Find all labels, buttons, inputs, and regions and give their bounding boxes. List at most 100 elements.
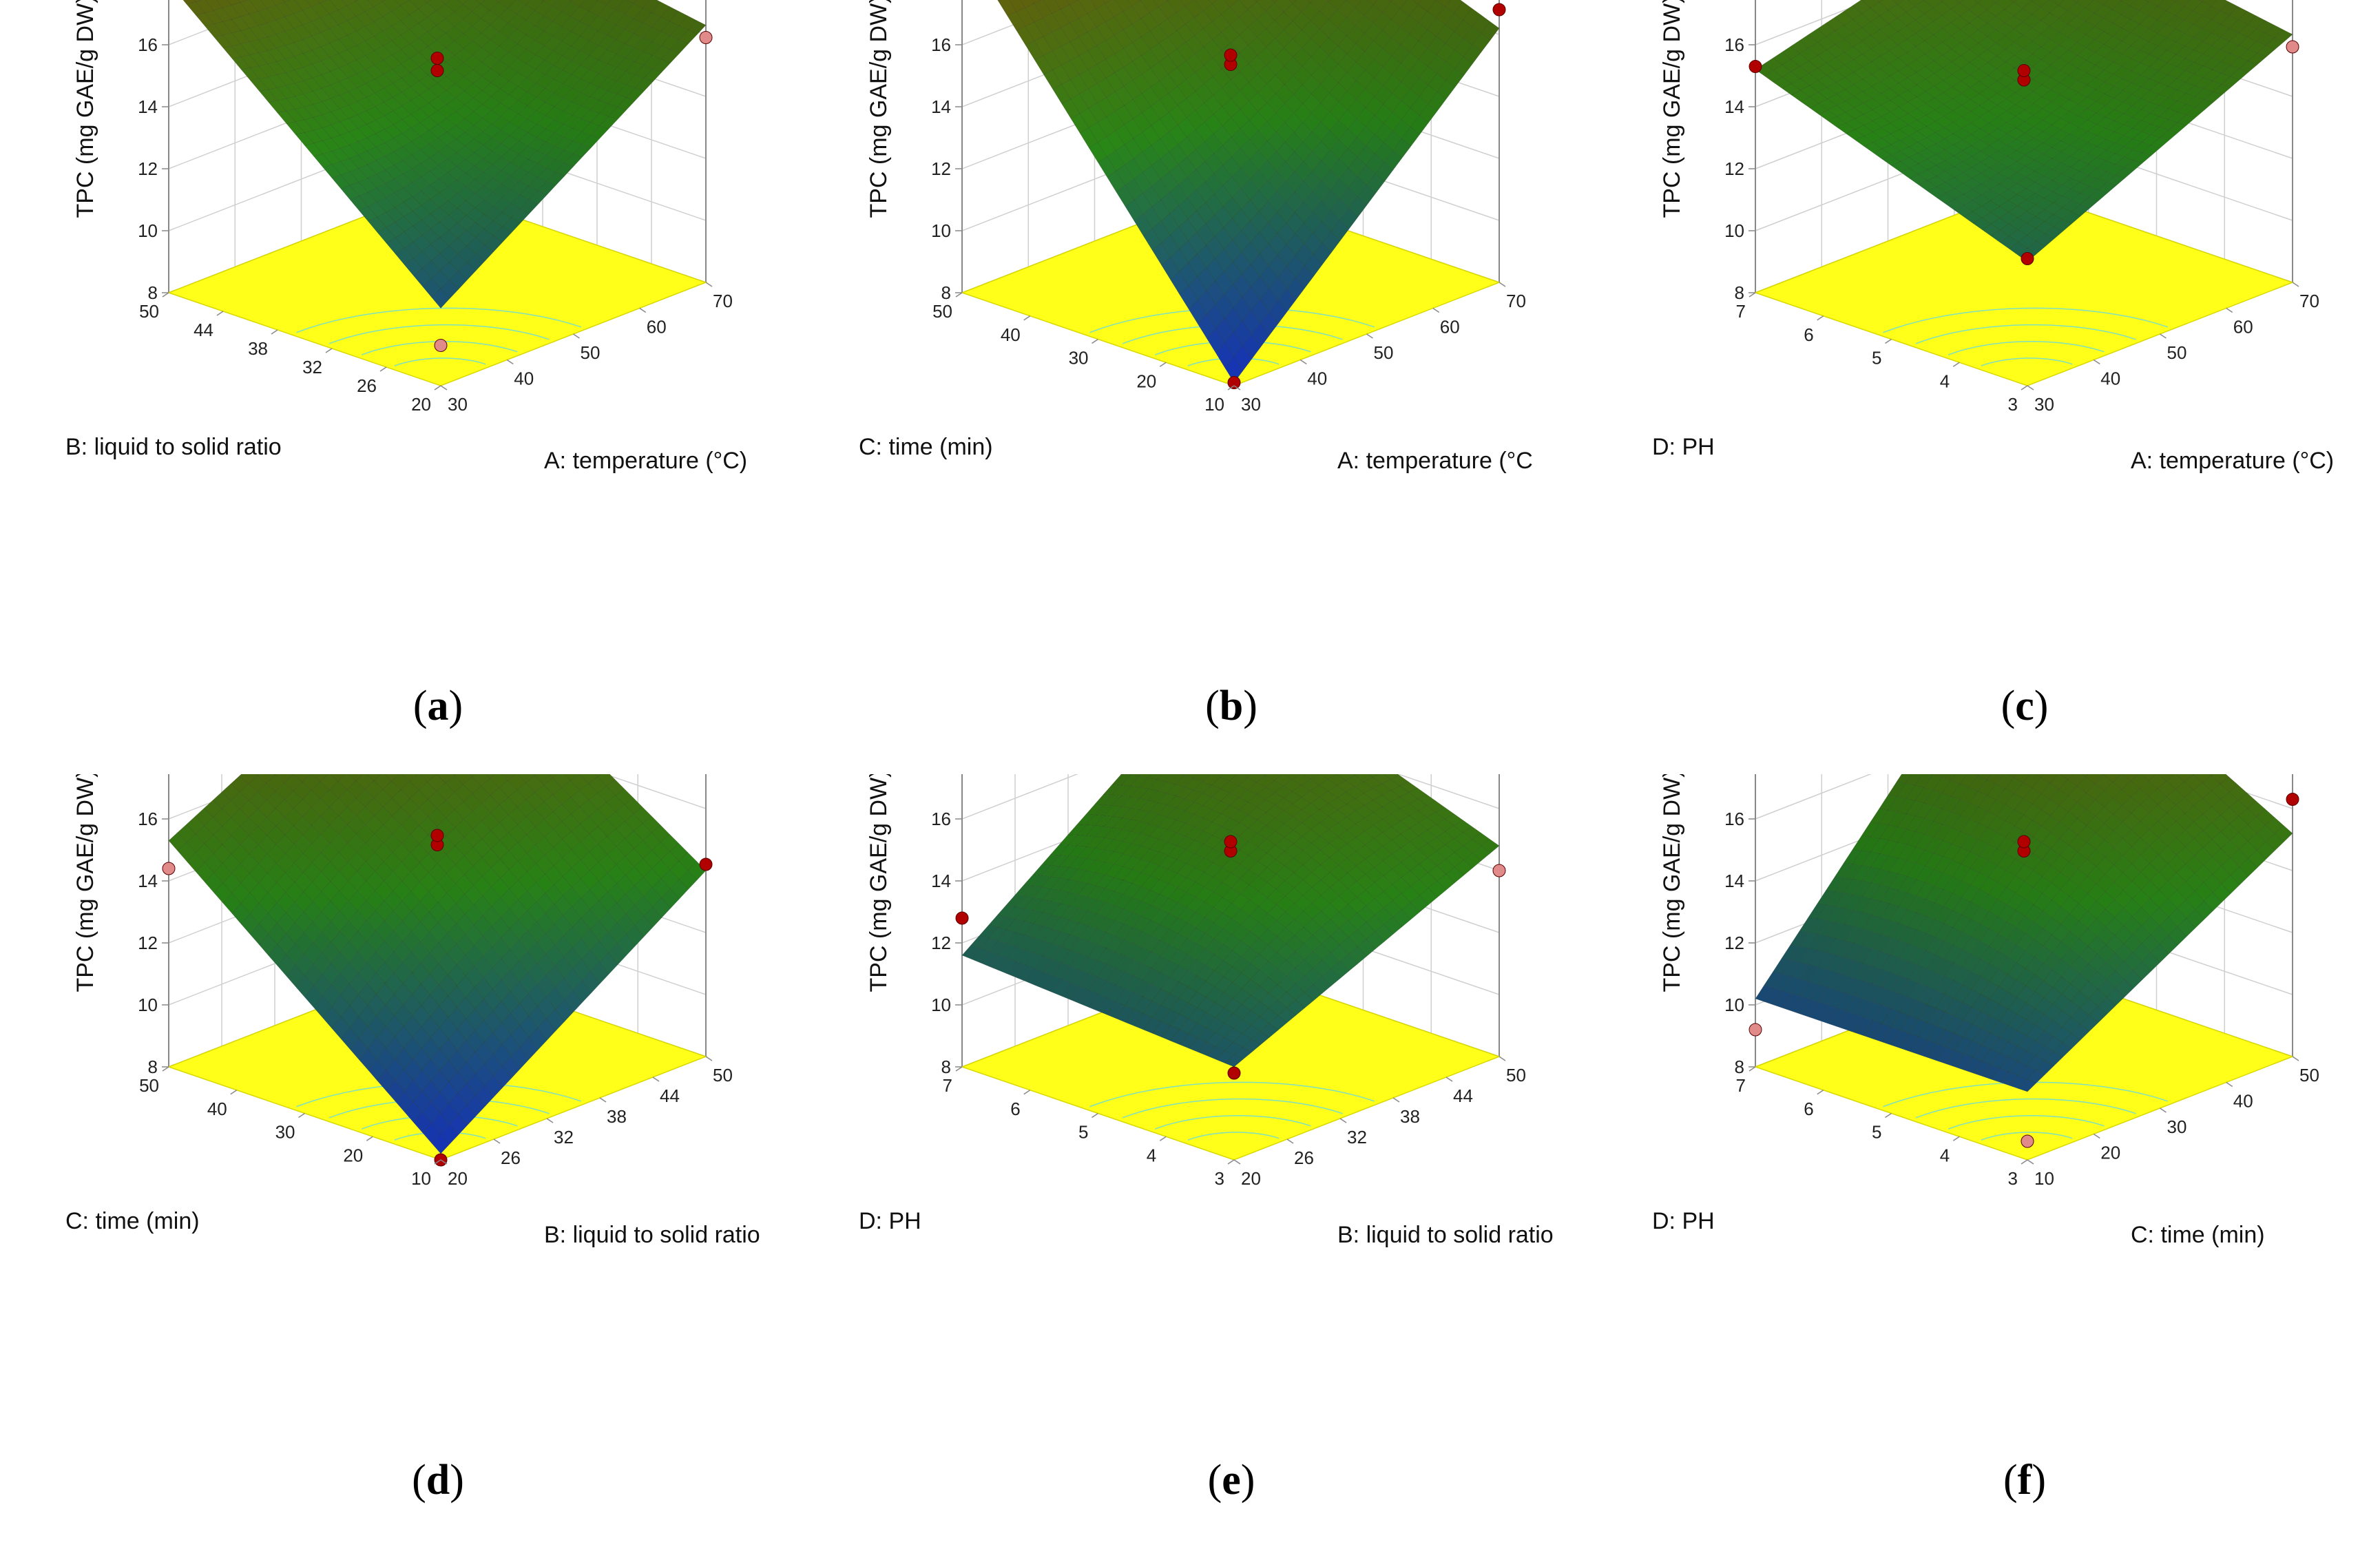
design-point [1227,376,1241,389]
surface-patch [1352,774,1358,776]
surface-patch [1103,784,1122,796]
surface-patch [1355,14,1374,34]
panel-caption-letter: d [426,1457,450,1504]
surface-patch [1169,185,1188,207]
right-tick-mark [1299,359,1307,365]
surface-patch [1158,829,1177,843]
surface-patch [1286,254,1305,278]
surface-patch [554,935,573,957]
surface-patch [581,135,601,148]
surface-patch [1846,129,1865,141]
surface-patch [1220,793,1240,806]
floor-contour [394,357,486,367]
surface-patch [1844,19,1863,34]
surface-patch [1238,778,1257,791]
design-point [699,31,713,44]
surface-patch [2175,45,2195,59]
left-tick-mark [162,292,169,298]
surface-patch [2096,105,2115,118]
surface-patch [643,906,662,928]
surface-patch [1059,867,1078,880]
surface-patch [2086,65,2105,79]
surface-patch [418,799,437,818]
surface-patch [552,0,571,12]
z-tick-label: 8 [941,1057,951,1077]
surface-patch [1249,891,1268,907]
surface-patch [1258,160,1277,182]
surface-patch [1817,75,1837,88]
surface-patch [1176,849,1196,864]
surface-patch [615,14,634,30]
surface-patch [1337,843,1357,859]
surface-patch [1463,853,1482,869]
surface-patch [1068,845,1087,857]
chart-svg: 8101214161820TPC (mg GAE/g DW)3456720263… [859,774,1554,1504]
surface-patch [1268,233,1287,256]
surface-patch [1409,59,1428,79]
surface-patch [1900,167,1919,179]
response-surface [997,0,1500,384]
surface-patch [377,1069,396,1092]
surface-patch [255,774,260,776]
surface-patch [1125,199,1144,222]
surface-patch [1277,1007,1297,1023]
surface-patch [2176,81,2195,94]
surface-patch [537,181,556,196]
surface-patch [364,780,384,799]
surface-patch [1206,1002,1224,1018]
surface-patch [1923,0,1925,1]
surface-patch [473,131,492,146]
surface-patch [392,49,410,65]
surface-patch [1052,84,1072,105]
surface-patch [1897,25,1917,40]
surface-patch [537,1018,556,1041]
surface-patch [1972,194,1991,207]
surface-patch [1978,36,1997,50]
right-tick-mark [652,1077,660,1082]
surface-patch [1826,17,1845,32]
surface-patch [277,933,296,955]
right-tick-mark [1499,1056,1506,1061]
surface-patch [492,198,512,213]
surface-patch [1864,142,1883,154]
panel-caption-letter: c [2015,683,2034,729]
surface-patch [1260,1008,1279,1024]
surface-patch [354,0,359,2]
surface-patch [508,86,528,101]
z-tick-label: 8 [148,282,158,303]
surface-patch [304,964,323,986]
surface-patch [439,1081,459,1103]
right-axis-tick-label: 70 [713,291,733,311]
surface-patch [195,0,214,14]
surface-patch [401,852,420,873]
surface-patch [1454,56,1473,76]
surface-patch [1242,1039,1262,1052]
surface-patch [590,961,609,984]
surface-patch [1302,872,1322,888]
surface-patch [267,74,286,88]
surface-patch [1241,963,1260,980]
surface-patch [376,183,395,198]
surface-patch [2256,45,2275,58]
surface-patch [1303,191,1322,213]
surface-patch [553,83,573,98]
surface-patch [2086,89,2106,102]
surface-patch [1052,27,1071,47]
surface-patch [375,87,393,103]
surface-patch [366,890,385,911]
surface-patch [463,54,482,70]
z-tick-label: 16 [1724,34,1744,55]
surface-patch [2122,94,2142,107]
surface-patch [1791,90,1810,102]
surface-patch [1337,804,1356,818]
surface-patch [1257,83,1276,103]
right-tick-mark [2027,385,2034,391]
floor-contour [1981,1132,2073,1141]
surface-patch [1255,775,1275,788]
surface-patch [1852,41,1872,55]
surface-patch [1147,774,1164,780]
surface-patch [205,23,224,38]
surface-patch [284,42,304,57]
surface-patch [1302,56,1321,76]
surface-patch [358,178,377,193]
